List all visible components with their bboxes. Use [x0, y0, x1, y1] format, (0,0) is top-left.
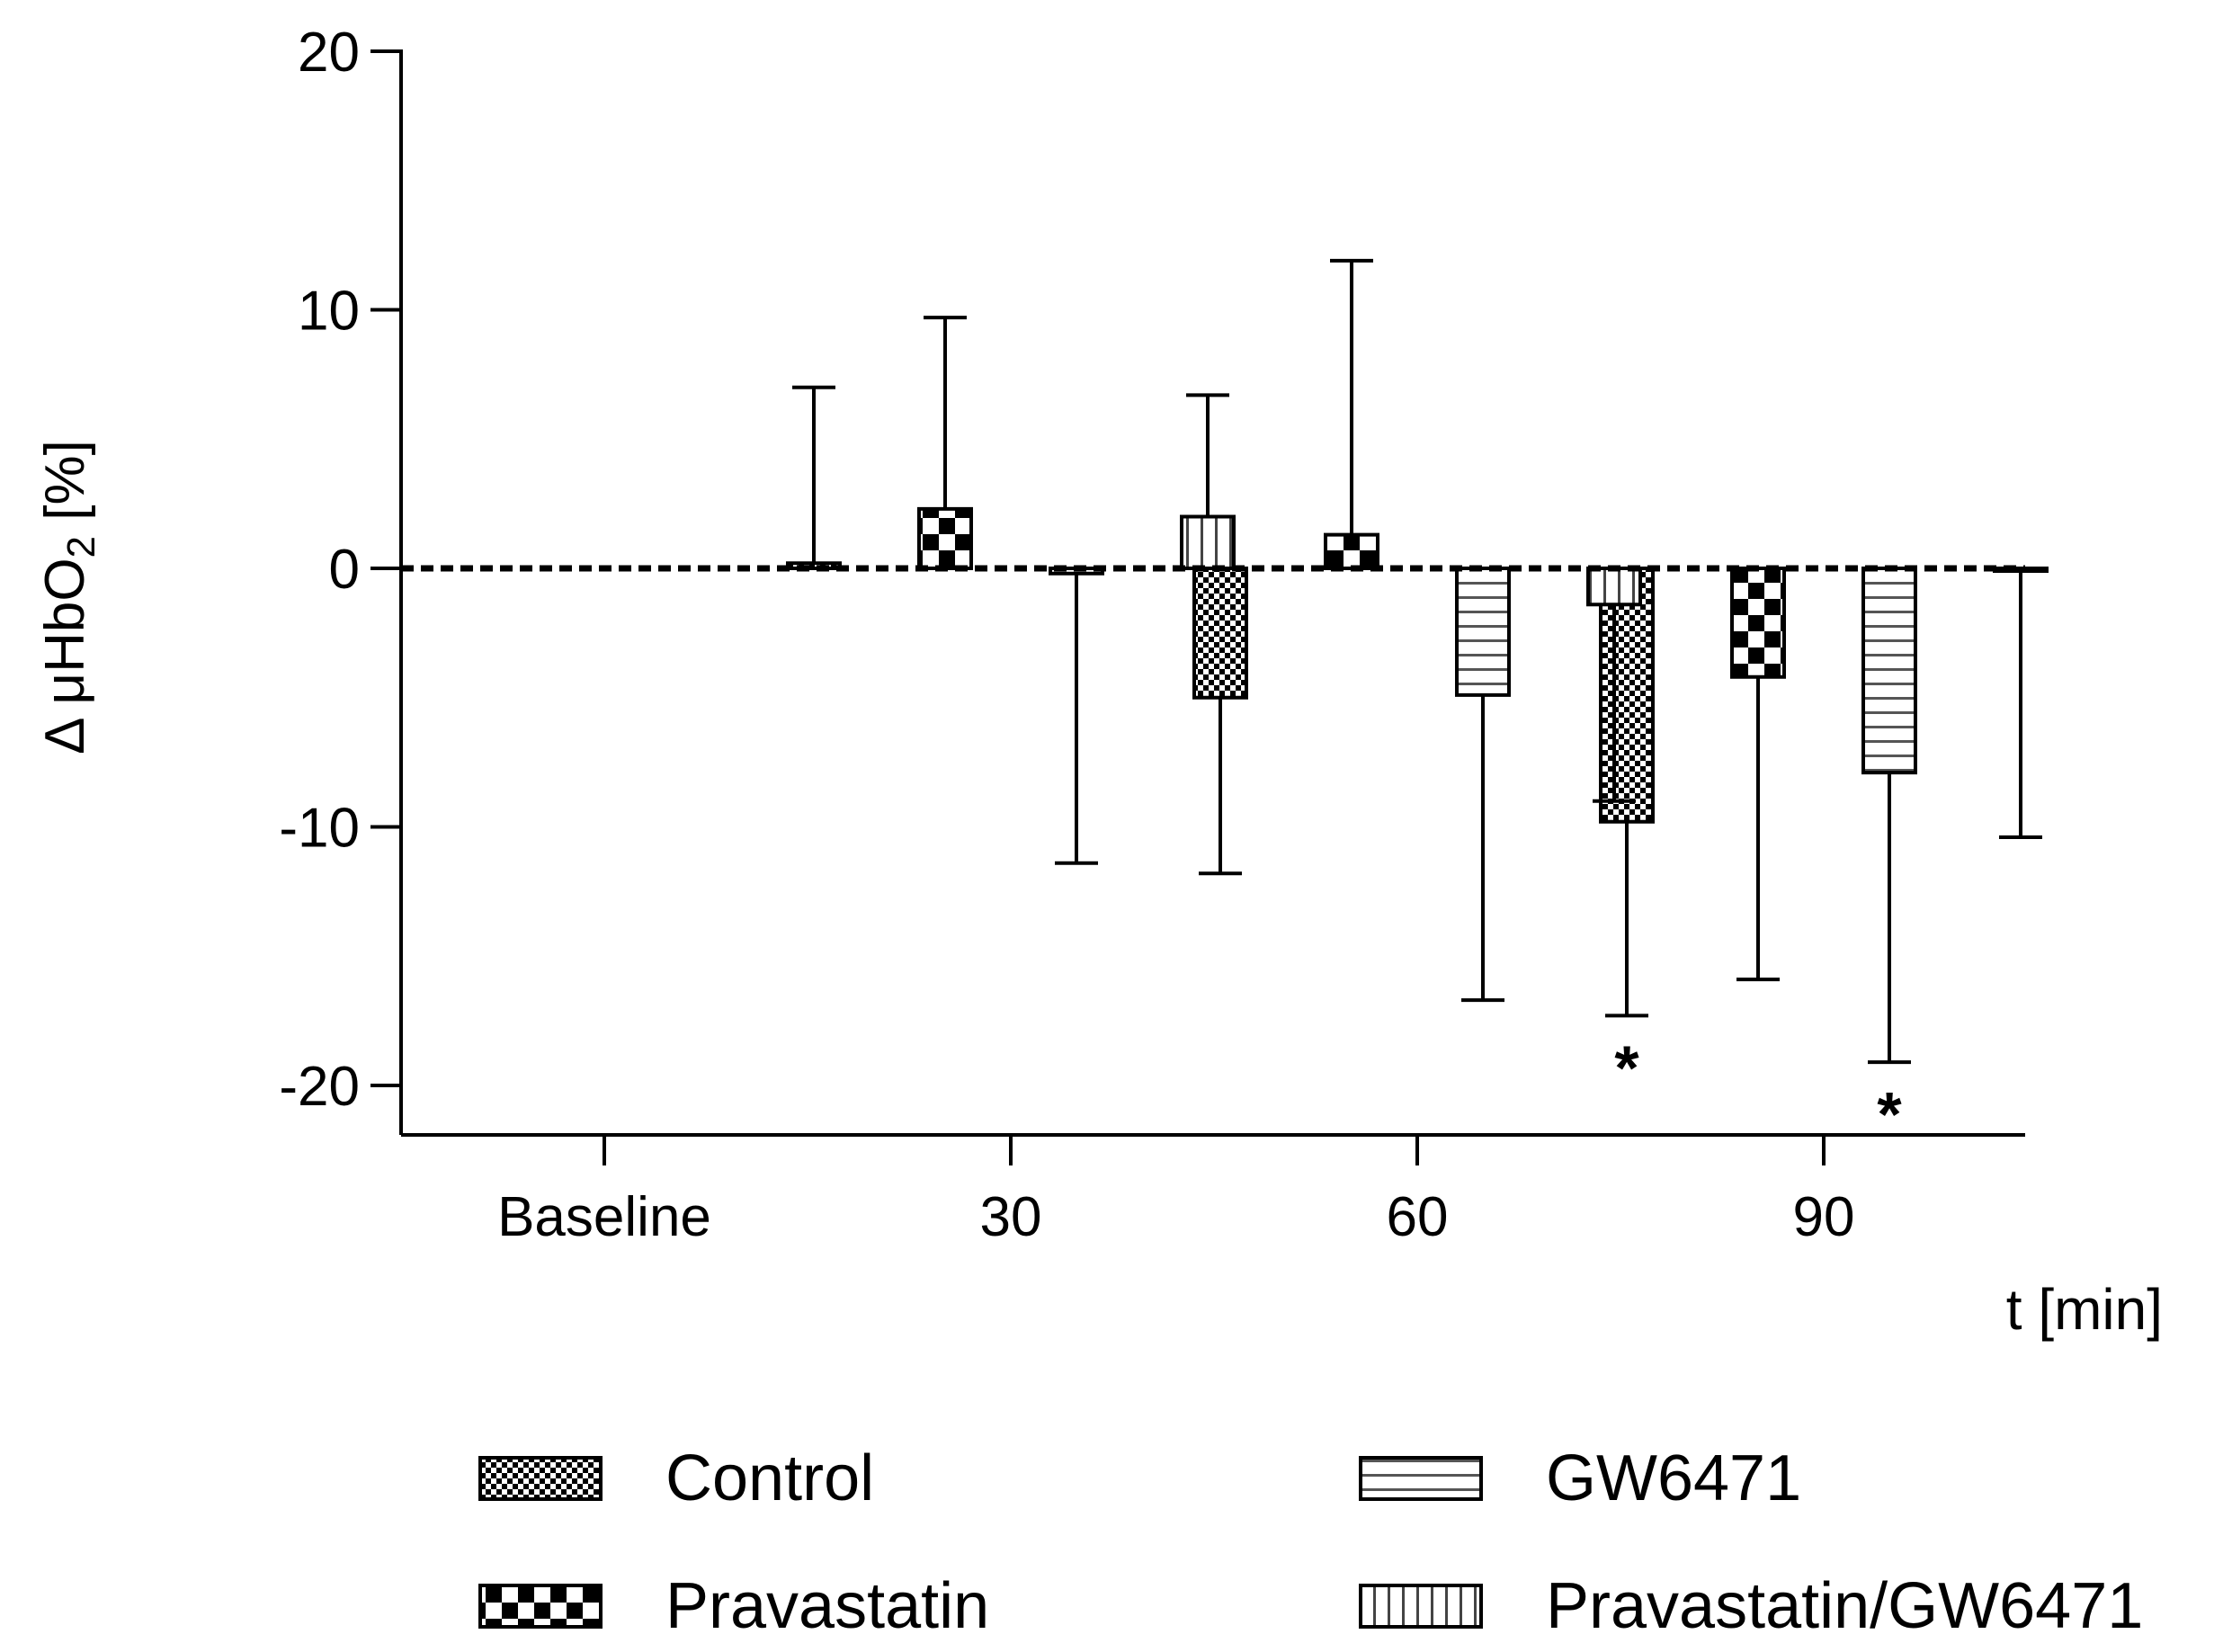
svg-text:Δ μHbO2 [%]: Δ μHbO2 [%] [34, 440, 103, 755]
bar [786, 561, 842, 570]
y-tick-label: 10 [298, 281, 360, 343]
bar [1180, 514, 1236, 570]
legend-item: Pravastatin [478, 1570, 989, 1642]
significance-marker: * [1877, 1079, 1902, 1149]
y-tick-label: -20 [279, 1056, 360, 1118]
y-axis-title: Δ μHbO2 [%] [34, 440, 103, 755]
legend-item: Control [478, 1442, 874, 1514]
legend-swatch [1359, 1456, 1483, 1501]
y-axis-title-subscript: 2 [59, 536, 103, 558]
y-tick-label: -10 [279, 798, 360, 860]
y-axis-title-unit: [%] [34, 440, 96, 536]
legend-label: GW6471 [1546, 1442, 1801, 1514]
bar [1730, 567, 1786, 679]
x-axis-title: t [min] [2006, 1277, 2163, 1342]
bar [1586, 567, 1642, 607]
x-tick-label: 90 [1793, 1186, 1855, 1248]
axes: 20 10 0 -10 -20 Baseline 30 60 90 [279, 22, 2025, 1248]
bar [1324, 532, 1379, 570]
bar [1993, 567, 2049, 573]
legend-item: Pravastatin/GW6471 [1359, 1570, 2143, 1642]
legend-label: Control [665, 1442, 874, 1514]
legend-swatch [478, 1584, 603, 1629]
y-tick-label: 0 [329, 539, 360, 601]
legend: Control Pravastatin GW6471 Pravastatin/GW64… [478, 1442, 2143, 1642]
y-axis-title-main: Δ μHbO [34, 558, 96, 754]
bar [1455, 567, 1511, 697]
significance-marker: * [1614, 1032, 1639, 1103]
bar [1861, 567, 1917, 775]
bar [917, 506, 973, 570]
x-tick-label: 30 [980, 1186, 1042, 1248]
legend-swatch [478, 1456, 603, 1501]
x-tick-label: 60 [1387, 1186, 1449, 1248]
y-tick-label: 20 [298, 22, 360, 84]
bar [1192, 567, 1248, 700]
bar [1599, 567, 1655, 824]
legend-label: Pravastatin/GW6471 [1546, 1570, 2143, 1642]
legend-label: Pravastatin [665, 1570, 989, 1642]
plot-area: ** [401, 258, 2049, 1149]
legend-swatch [1359, 1584, 1483, 1629]
x-tick-label: Baseline [497, 1186, 711, 1248]
legend-item: GW6471 [1359, 1442, 1801, 1514]
